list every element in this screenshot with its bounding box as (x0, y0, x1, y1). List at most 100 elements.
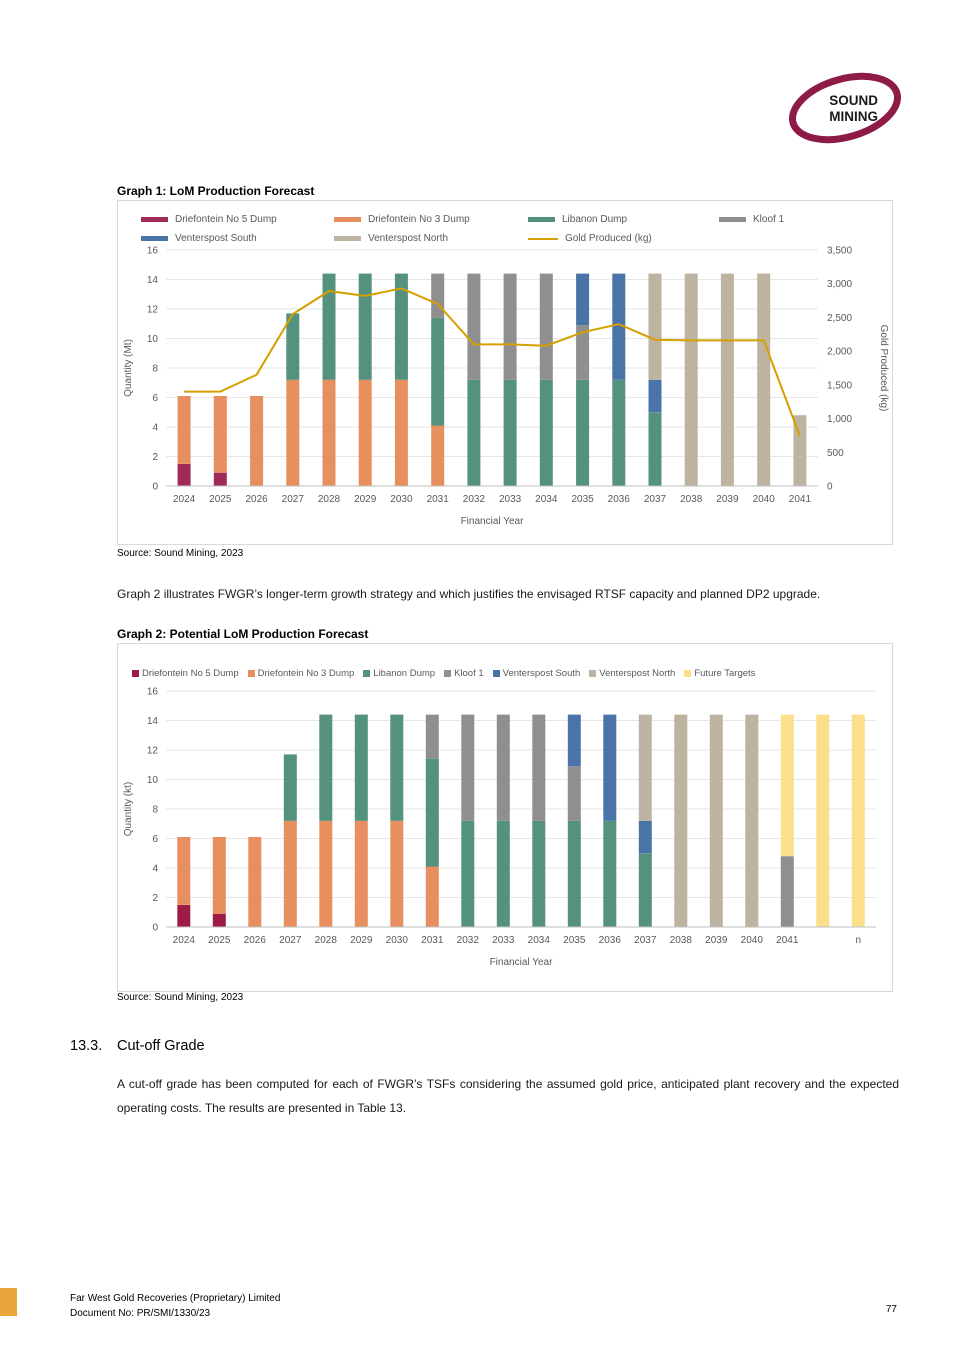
graph1-heading: Graph 1: LoM Production Forecast (117, 184, 315, 198)
legend-item: Kloof 1 (444, 668, 484, 679)
bar-segment (612, 379, 626, 486)
y-tick-label: 6 (152, 834, 158, 845)
y2-tick-label: 500 (827, 448, 844, 459)
legend-marker (247, 670, 255, 677)
legend-marker (684, 670, 692, 677)
bar-segment (286, 379, 300, 486)
bar-segment (322, 379, 336, 486)
bar-segment (648, 379, 662, 413)
bar-segment (425, 866, 439, 927)
x-tick-label: 2025 (208, 935, 231, 946)
legend-marker (444, 670, 452, 677)
y2-axis-title: Gold Produced (kg) (878, 325, 889, 412)
x-tick-label: 2030 (390, 494, 413, 505)
bar-segment (503, 379, 517, 486)
x-tick-label: 2033 (499, 494, 522, 505)
x-tick-label: 2041 (776, 935, 799, 946)
section-heading: 13.3. Cut-off Grade (70, 1038, 205, 1054)
x-tick-label: 2037 (634, 935, 657, 946)
graph1-legend: Driefontein No 5 Dump Driefontein No 3 Du… (118, 201, 892, 244)
x-tick-label: 2029 (354, 494, 377, 505)
bar-segment (319, 714, 333, 821)
y-tick-label: 12 (147, 305, 159, 316)
bar-segment (576, 379, 590, 486)
x-tick-label: 2024 (173, 935, 196, 946)
y-tick-label: 16 (147, 687, 159, 698)
bar-segment (358, 273, 372, 380)
y-tick-label: 10 (147, 334, 159, 345)
x-tick-label: n (856, 935, 862, 946)
bar-segment (576, 325, 590, 380)
bar-segment (394, 273, 408, 380)
legend-item: Venterspost North (589, 668, 675, 679)
y-tick-label: 2 (152, 452, 158, 463)
bar-segment (674, 714, 688, 927)
bar-segment (720, 273, 734, 486)
bar-segment (177, 837, 191, 905)
bar-segment (286, 313, 300, 380)
section-number: 13.3. (70, 1038, 103, 1054)
y-tick-label: 14 (147, 275, 159, 286)
bar-segment (212, 913, 226, 927)
legend-label: Venterspost North (368, 233, 449, 244)
gold-produced-line (184, 287, 801, 437)
legend-item: Driefontein No 3 Dump (334, 214, 528, 225)
bar-segment (461, 820, 475, 927)
bar-segment (567, 714, 581, 767)
y-tick-label: 0 (152, 923, 158, 934)
bar-segment (603, 714, 617, 821)
x-tick-label: 2040 (753, 494, 776, 505)
x-tick-label: 2036 (608, 494, 631, 505)
x-tick-label: 2029 (350, 935, 373, 946)
y2-tick-label: 2,500 (827, 313, 852, 324)
y2-tick-label: 0 (827, 482, 833, 493)
y-axis-title: Quantity (Mt) (123, 339, 134, 397)
section-title: Cut-off Grade (117, 1038, 205, 1054)
x-tick-label: 2038 (680, 494, 703, 505)
x-tick-label: 2024 (173, 494, 196, 505)
body-paragraph-1: Graph 2 illustrates FWGR’s longer-term g… (117, 587, 821, 601)
bar-segment (431, 317, 445, 426)
legend-item: Gold Produced (kg) (528, 233, 719, 244)
graph1-plot: 0 2 4 6 8 10 12 14 16 0 500 1,000 1,500 2,000 2,500 3,0… (123, 246, 889, 528)
bar-segment (576, 273, 590, 326)
bar-segment (780, 714, 794, 857)
x-axis-title: Financial Year (461, 516, 524, 527)
graph2-plot: 0 2 4 6 8 10 12 14 16 2024 2025 2026 2027 2028 2029 203… (123, 687, 876, 968)
x-tick-label: 2032 (457, 935, 480, 946)
graph2-legend: Driefontein No 5 Dump Driefontein No 3 Du… (118, 644, 892, 679)
bar-segment (358, 379, 372, 486)
x-tick-label: 2036 (599, 935, 622, 946)
graph2-source: Source: Sound Mining, 2023 (117, 992, 244, 1003)
bar-segment (425, 758, 439, 867)
legend-item: Venterspost South (492, 668, 580, 679)
legend-item: Driefontein No 5 Dump (141, 214, 334, 225)
legend-label: Libanon Dump (373, 668, 436, 679)
graph1-chart: Driefontein No 5 Dump Driefontein No 3 Du… (117, 200, 893, 545)
sound-mining-logo: SOUND MINING (788, 72, 902, 144)
footer-text: Far West Gold Recoveries (Proprietary) L… (70, 1291, 280, 1321)
y2-tick-label: 3,000 (827, 279, 852, 290)
y-tick-label: 14 (147, 716, 159, 727)
bar-segment (177, 396, 191, 464)
legend-item: Driefontein No 3 Dump (247, 668, 355, 679)
legend-marker (528, 217, 555, 222)
x-tick-label: 2031 (427, 494, 450, 505)
logo-text-mining: MINING (829, 109, 878, 124)
x-tick-label: 2033 (492, 935, 515, 946)
legend-label: Future Targets (694, 668, 756, 679)
x-tick-label: 2028 (318, 494, 341, 505)
bar-segment (851, 714, 865, 927)
bar-segment (612, 273, 626, 380)
legend-label: Driefontein No 3 Dump (257, 668, 355, 679)
legend-marker (141, 217, 168, 222)
logo-text-sound: SOUND (829, 93, 878, 108)
bar-segment (354, 820, 368, 927)
page-number: 77 (885, 1304, 897, 1315)
y2-tick-label: 2,000 (827, 347, 852, 358)
bar-segment (532, 820, 546, 927)
bar-segment (603, 820, 617, 927)
legend-item: Venterspost North (334, 233, 528, 244)
section-body-paragraph: A cut-off grade has been computed for ea… (117, 1077, 899, 1115)
